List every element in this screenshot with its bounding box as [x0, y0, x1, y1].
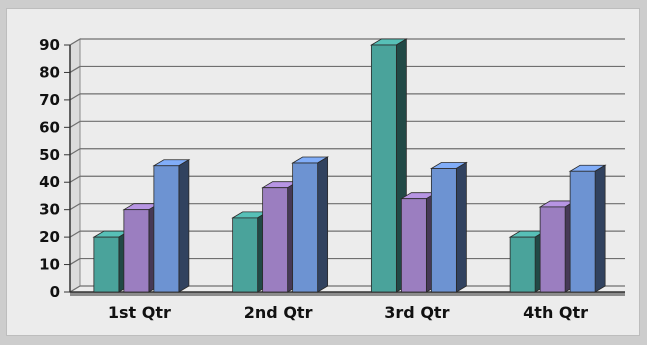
gridline-depth [69, 93, 81, 101]
bar [539, 206, 566, 293]
bar [232, 217, 259, 293]
bar-side [178, 159, 190, 293]
bar [262, 187, 289, 293]
bar [153, 165, 180, 293]
bar-side [594, 164, 606, 293]
y-tick-label: 60 [39, 118, 60, 136]
gridline-depth [69, 65, 81, 73]
bar-side [455, 161, 467, 293]
y-tick-label: 30 [39, 201, 60, 219]
gridline-depth [69, 230, 81, 238]
y-tick-label: 40 [39, 173, 60, 191]
bar [93, 236, 120, 293]
gridline-depth [69, 148, 81, 156]
bar [569, 170, 596, 293]
bar [370, 44, 397, 293]
gridline-depth [69, 285, 81, 293]
bar [400, 198, 427, 293]
y-tick-label: 50 [39, 146, 60, 164]
x-tick-label: 4th Qtr [523, 303, 588, 322]
gridline-depth [69, 175, 81, 183]
gridline-depth [69, 38, 81, 46]
y-tick-label: 80 [39, 63, 60, 81]
x-tick-label: 1st Qtr [108, 303, 171, 322]
bar [509, 236, 536, 293]
y-tick-label: 0 [50, 283, 60, 301]
y-tick-label: 10 [39, 256, 60, 274]
gridline-depth [69, 120, 81, 128]
x-tick-label: 2nd Qtr [244, 303, 313, 322]
bar-side [317, 156, 329, 293]
bar [430, 168, 457, 293]
bar [123, 209, 150, 293]
side-wall [69, 38, 81, 293]
gridline-depth [69, 258, 81, 266]
gridline-depth [69, 203, 81, 211]
y-tick-label: 20 [39, 228, 60, 246]
x-tick-label: 3rd Qtr [384, 303, 449, 322]
floor [70, 292, 625, 296]
y-tick-label: 70 [39, 91, 60, 109]
bar [292, 162, 319, 293]
y-tick-label: 90 [39, 36, 60, 54]
